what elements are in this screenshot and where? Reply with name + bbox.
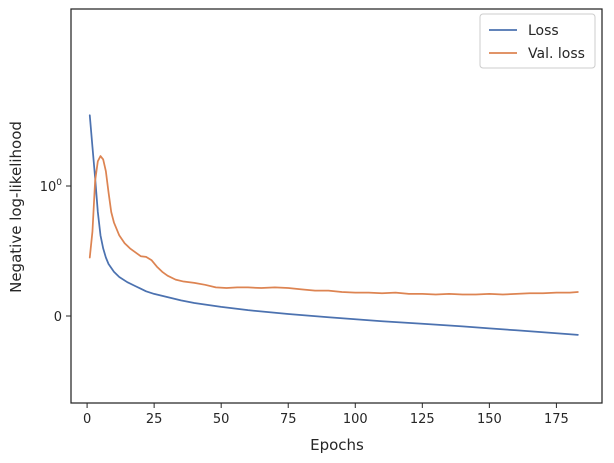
x-tick-label: 100 — [343, 412, 368, 427]
legend-label-val-loss: Val. loss — [528, 46, 585, 62]
x-tick-label: 175 — [544, 412, 569, 427]
x-tick-label: 75 — [280, 412, 297, 427]
legend-label-loss: Loss — [528, 23, 559, 39]
legend-box — [479, 13, 596, 69]
y-tick-label: 0 — [54, 310, 62, 325]
legend: Loss Val. loss — [479, 13, 596, 69]
series-layer — [88, 114, 579, 336]
x-tick-label: 0 — [83, 412, 91, 427]
x-tick-label: 50 — [213, 412, 230, 427]
series-line-val-loss — [88, 155, 579, 296]
plot-frame — [70, 8, 603, 404]
x-tick-label: 25 — [146, 412, 163, 427]
series-line-loss — [88, 114, 579, 336]
x-tick-label: 125 — [410, 412, 435, 427]
y-axis-label: Negative log-likelihood — [7, 121, 25, 293]
x-axis-label: Epochs — [310, 436, 364, 454]
x-tick-label: 150 — [477, 412, 502, 427]
